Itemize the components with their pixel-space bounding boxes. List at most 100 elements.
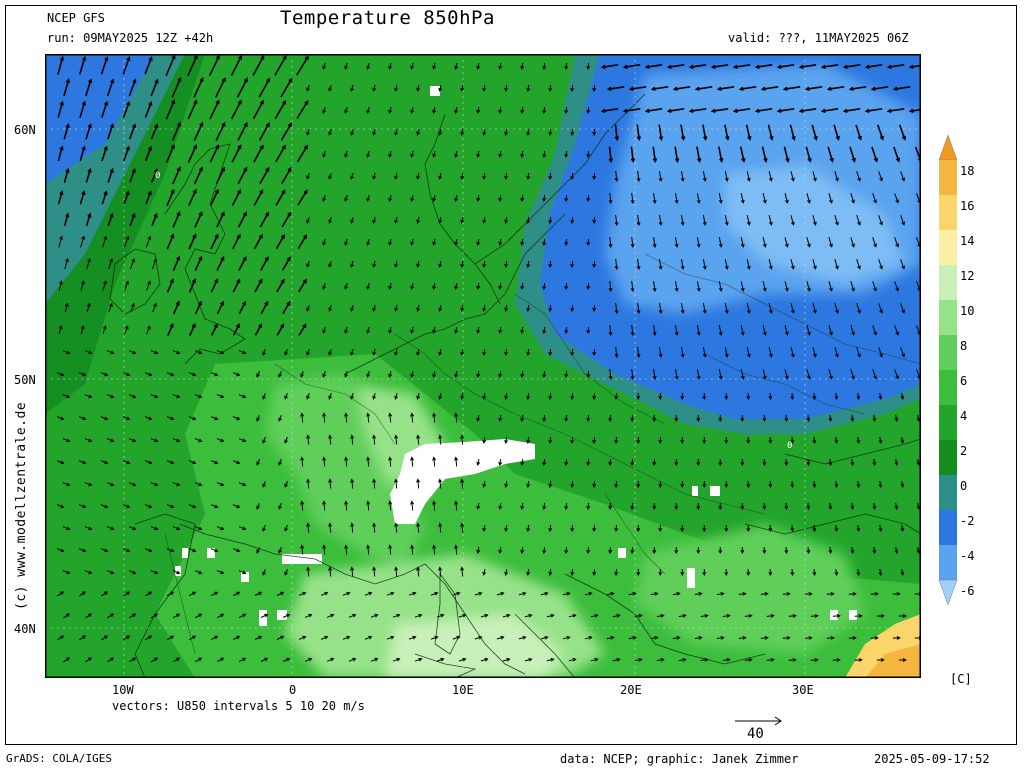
wind-arrow bbox=[210, 635, 218, 641]
wind-arrowhead bbox=[350, 434, 355, 439]
wind-arrowhead bbox=[724, 483, 729, 489]
wind-arrowhead bbox=[220, 300, 225, 306]
wind-arrowhead bbox=[266, 77, 271, 83]
wind-arrowhead bbox=[300, 412, 305, 417]
wind-arrow bbox=[364, 636, 372, 640]
wind-arrow bbox=[151, 169, 158, 183]
wind-arrowhead bbox=[520, 285, 525, 291]
wind-arrowhead bbox=[857, 221, 861, 226]
wind-arrowhead bbox=[410, 109, 415, 114]
wind-arrowhead bbox=[396, 613, 401, 618]
wind-arrowhead bbox=[792, 613, 797, 618]
wind-arrowhead bbox=[460, 131, 465, 136]
wind-arrowhead bbox=[306, 434, 311, 439]
run-info: run: 09MAY2025 12Z +42h bbox=[47, 31, 214, 45]
wind-arrowhead bbox=[192, 278, 197, 283]
wind-arrow bbox=[760, 593, 768, 595]
wind-arrowhead bbox=[394, 175, 399, 180]
wind-arrow bbox=[145, 236, 151, 248]
wind-arrow bbox=[260, 301, 269, 315]
wind-arrowhead bbox=[264, 657, 269, 662]
wind-arrowhead bbox=[265, 166, 270, 172]
wind-arrow bbox=[252, 56, 265, 76]
wind-arrowhead bbox=[125, 145, 130, 151]
wind-arrow bbox=[282, 301, 291, 315]
wind-arrowhead bbox=[350, 566, 355, 571]
wind-arrow bbox=[188, 372, 196, 376]
wind-arrowhead bbox=[192, 372, 197, 377]
wind-arrowhead bbox=[58, 325, 63, 330]
wind-arrowhead bbox=[454, 456, 459, 461]
wind-arrow bbox=[628, 636, 636, 640]
wind-arrow bbox=[496, 592, 504, 596]
wind-arrowhead bbox=[614, 527, 619, 533]
wind-arrowhead bbox=[220, 657, 225, 662]
wind-arrowhead bbox=[170, 635, 175, 640]
wind-arrow bbox=[85, 124, 92, 140]
wind-arrowhead bbox=[806, 505, 811, 511]
wind-arrow bbox=[274, 56, 287, 76]
wind-arrowhead bbox=[829, 157, 834, 163]
wind-arrowhead bbox=[153, 168, 158, 173]
wind-arrowhead bbox=[666, 64, 672, 70]
wind-arrowhead bbox=[498, 549, 503, 554]
wind-arrowhead bbox=[131, 123, 137, 129]
wind-arrowhead bbox=[308, 613, 313, 618]
wind-arrowhead bbox=[834, 571, 839, 577]
wind-arrowhead bbox=[666, 108, 672, 114]
wind-arrowhead bbox=[432, 373, 437, 378]
wind-arrowhead bbox=[482, 351, 487, 356]
wind-arrowhead bbox=[242, 211, 247, 217]
wind-arrowhead bbox=[478, 635, 483, 640]
map-title: Temperature 850hPa bbox=[280, 7, 495, 29]
wind-arrowhead bbox=[374, 657, 379, 662]
wind-arrow bbox=[615, 214, 618, 226]
wind-arrow bbox=[214, 78, 226, 98]
wind-arrow bbox=[790, 303, 794, 313]
wind-arrow bbox=[323, 545, 326, 555]
wind-arrow bbox=[84, 438, 92, 442]
wind-arrow bbox=[783, 146, 789, 162]
colorbar-label: 2 bbox=[960, 444, 968, 458]
wind-arrowhead bbox=[769, 135, 774, 141]
wind-arrowhead bbox=[482, 527, 487, 532]
wind-arrowhead bbox=[680, 483, 685, 489]
wind-arrow bbox=[232, 591, 240, 597]
wind-arrowhead bbox=[482, 571, 487, 576]
wind-arrow bbox=[146, 326, 151, 334]
wind-arrowhead bbox=[214, 460, 219, 465]
wind-arrow bbox=[100, 416, 108, 420]
wind-arrowhead bbox=[851, 375, 855, 380]
wind-arrow bbox=[812, 171, 817, 181]
wind-arrowhead bbox=[790, 177, 795, 182]
wind-arrowhead bbox=[460, 478, 465, 483]
wind-arrowhead bbox=[126, 100, 131, 106]
wind-arrow bbox=[307, 567, 310, 577]
wind-arrowhead bbox=[300, 544, 305, 549]
wind-arrow bbox=[84, 350, 92, 354]
wind-arrowhead bbox=[214, 233, 219, 239]
wind-arrowhead bbox=[300, 456, 305, 461]
wind-arrow bbox=[833, 124, 840, 140]
wind-arrowhead bbox=[440, 613, 445, 618]
wind-arrow bbox=[301, 501, 304, 511]
wind-arrowhead bbox=[278, 505, 282, 510]
wind-arrowhead bbox=[59, 235, 63, 240]
wind-arrowhead bbox=[476, 197, 481, 202]
wind-arrowhead bbox=[526, 483, 531, 489]
wind-arrowhead bbox=[86, 302, 91, 307]
wind-arrowhead bbox=[198, 166, 203, 172]
wind-arrowhead bbox=[328, 87, 333, 92]
wind-arrow bbox=[734, 108, 751, 112]
wind-arrow bbox=[806, 325, 811, 335]
wind-arrow bbox=[634, 658, 642, 662]
wind-arrowhead bbox=[372, 395, 377, 400]
wind-arrowhead bbox=[103, 190, 108, 196]
wind-arrowhead bbox=[104, 460, 109, 465]
wind-arrow bbox=[856, 259, 861, 269]
wind-arrowhead bbox=[790, 439, 795, 445]
wind-arrow bbox=[653, 236, 656, 248]
wind-arrow bbox=[78, 460, 86, 464]
wind-arrowhead bbox=[154, 438, 159, 443]
wind-arrowhead bbox=[148, 460, 153, 465]
